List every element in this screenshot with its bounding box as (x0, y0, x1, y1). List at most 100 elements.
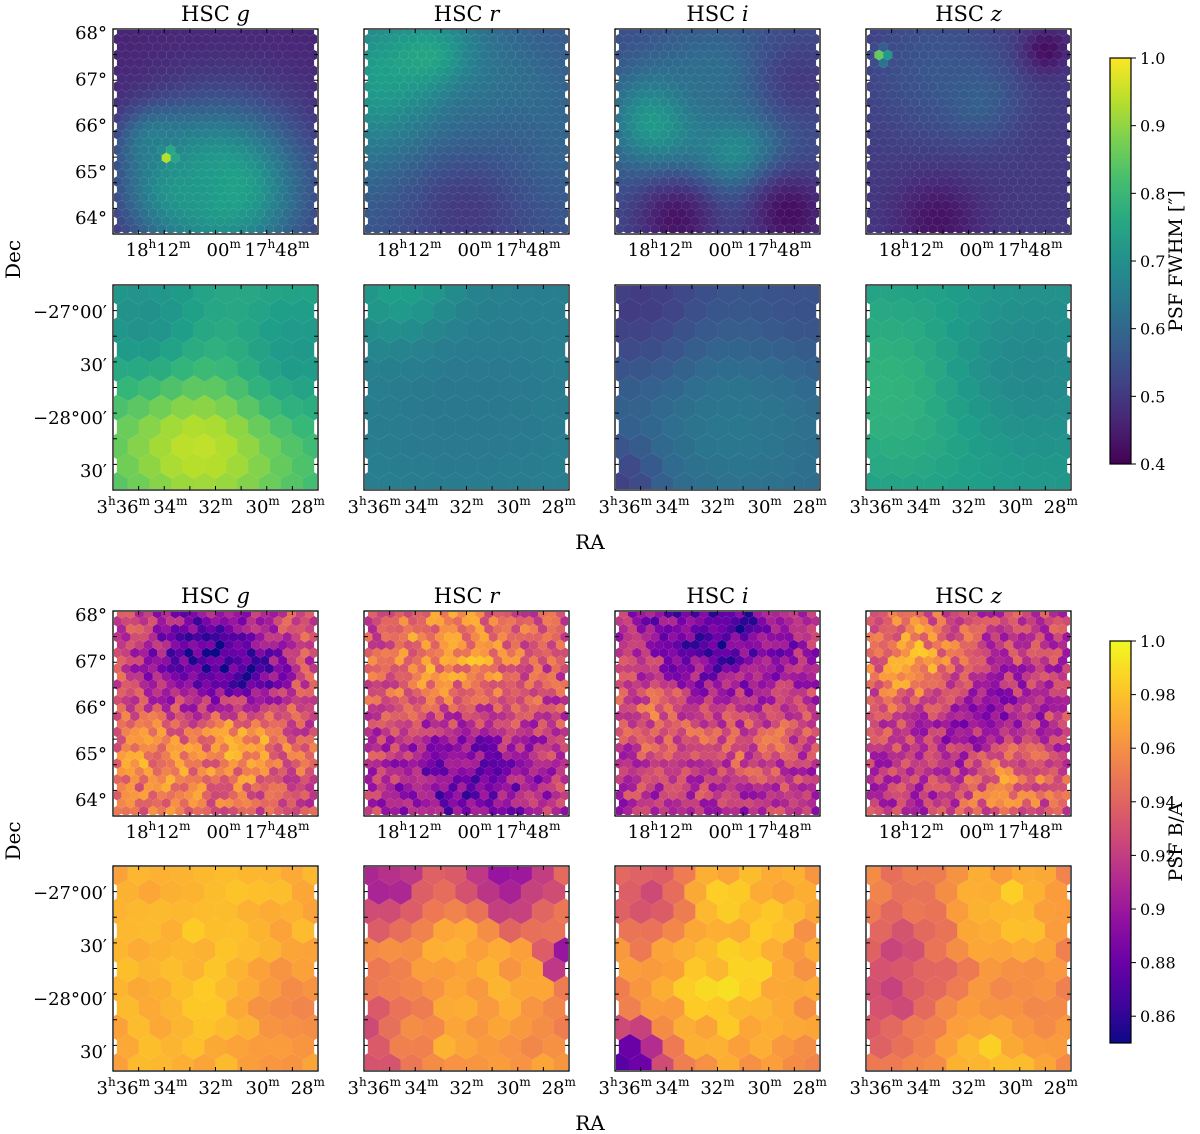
hexbin-cell (892, 259, 914, 285)
hexbin-cell (779, 30, 790, 37)
hexbin-cell (699, 30, 709, 37)
hexbin-cell (654, 30, 665, 37)
hexbin-cell (794, 259, 816, 285)
hexbin-cell (874, 18, 883, 29)
hexbin-cell (484, 30, 494, 37)
hexbin-cell (139, 18, 148, 29)
ra-tick-label: 00m (458, 819, 493, 843)
hexbin-cell (560, 96, 568, 108)
hexbin-cell (143, 30, 154, 37)
hexbin-cell (555, 30, 566, 37)
hexbin-cells (616, 259, 819, 489)
hexbin-cell (309, 18, 318, 29)
hexbin-cell (663, 259, 685, 285)
map-0-north-r (363, 18, 570, 235)
ra-tick-label: 34m (655, 494, 690, 518)
hexbin-cell (883, 18, 892, 29)
map-1-north-g (112, 600, 319, 817)
hexbin-cell (134, 30, 145, 37)
hexbin-cell (892, 18, 901, 29)
hexbin-cell (309, 207, 317, 219)
ra-tick-label: 34m (153, 494, 188, 518)
hexbin-cell (806, 30, 817, 37)
map-1-north-i (614, 610, 821, 817)
colorbar-tick-label: 0.9 (1140, 117, 1165, 136)
hexbin-cell (309, 49, 317, 61)
hexbin-cell (224, 30, 234, 37)
hexbin-cell (499, 259, 521, 285)
hexbin-cell (785, 18, 794, 29)
hexbin-cell (979, 259, 1001, 285)
hexbin-cell (166, 18, 175, 29)
ra-tick-label: 3h36m (850, 494, 904, 518)
ra-tick-label: 18h12m (377, 237, 443, 261)
hexbin-cell (1062, 223, 1070, 233)
hexbin-cell (560, 49, 568, 61)
hexbin-cell (412, 259, 434, 285)
hexbin-cell (534, 600, 543, 611)
hexbin-cell (811, 112, 819, 124)
hexbin-cell (690, 30, 700, 37)
hexbin-cell (641, 18, 650, 29)
hexbin-cells (616, 612, 819, 815)
hexbin-cell (560, 176, 568, 188)
map-0-south-r (363, 259, 570, 491)
hexbin-cell (659, 18, 668, 29)
hexbin-cell (390, 18, 399, 29)
hexbin-cell (394, 30, 405, 37)
hexbin-cell (148, 18, 157, 29)
colorbar-label: PSF FWHM [″] (1165, 190, 1187, 332)
hexbin-cell (521, 259, 543, 285)
hexbin-cell (560, 191, 568, 203)
hexbin-cell (372, 600, 381, 611)
hexbin-cell (560, 144, 568, 156)
hexbin-cell (811, 207, 819, 219)
hexbin-cell (283, 600, 292, 611)
hexbin-cell (466, 30, 476, 37)
panel-title-r: HSC r (434, 2, 501, 26)
panel-title-g: HSC g (181, 584, 250, 608)
hexbin-cell (274, 18, 283, 29)
hexbin-cell (309, 81, 317, 93)
hexbin-cell (161, 259, 183, 285)
hexbin-cell (1062, 207, 1070, 219)
hexbin-cell (560, 18, 569, 29)
hexbin-cell (309, 176, 317, 188)
hexbin-cell (309, 223, 317, 233)
hexbin-cell (233, 30, 243, 37)
hexbin-cell (166, 600, 175, 611)
hexbin-cell (543, 600, 552, 611)
tick-marks (363, 28, 570, 235)
colorbar-0 (1109, 57, 1132, 465)
hexbin-cell (170, 30, 180, 37)
hexbin-cell (560, 81, 568, 93)
hexbin-cell (641, 259, 663, 285)
hexbin-cell (283, 18, 292, 29)
hexbin-cell (525, 600, 534, 611)
hexbin-cell (408, 18, 417, 29)
hexbin-cell (552, 600, 561, 611)
dec-tick-label: 30′ (80, 461, 107, 482)
ra-tick-label: 28m (793, 494, 828, 518)
ra-tick-label: 30m (497, 494, 532, 518)
hexbin-cell (295, 30, 306, 37)
hexbin-cell (811, 144, 819, 156)
hexbin-cell (560, 65, 568, 77)
hexbin-cell (797, 30, 808, 37)
hexbin-cell (749, 18, 758, 29)
hexbin-cell (770, 30, 781, 37)
hexbin-cell (256, 18, 265, 29)
hexbin-cell (430, 30, 440, 37)
hexbin-cell (292, 259, 314, 285)
hexbin-cell (376, 30, 387, 37)
panel-title-r: HSC r (434, 584, 501, 608)
hexbin-cell (560, 207, 568, 219)
hexbin-cell (726, 30, 736, 37)
dec-tick-label: 64° (75, 208, 107, 229)
ra-tick-label: 00m (709, 237, 744, 261)
hexbin-cells (365, 18, 569, 233)
hexbin-cell (519, 30, 530, 37)
hexbin-cell (744, 30, 754, 37)
hexbin-cell (121, 600, 130, 611)
colorbar-tick-label: 0.8 (1140, 184, 1165, 203)
